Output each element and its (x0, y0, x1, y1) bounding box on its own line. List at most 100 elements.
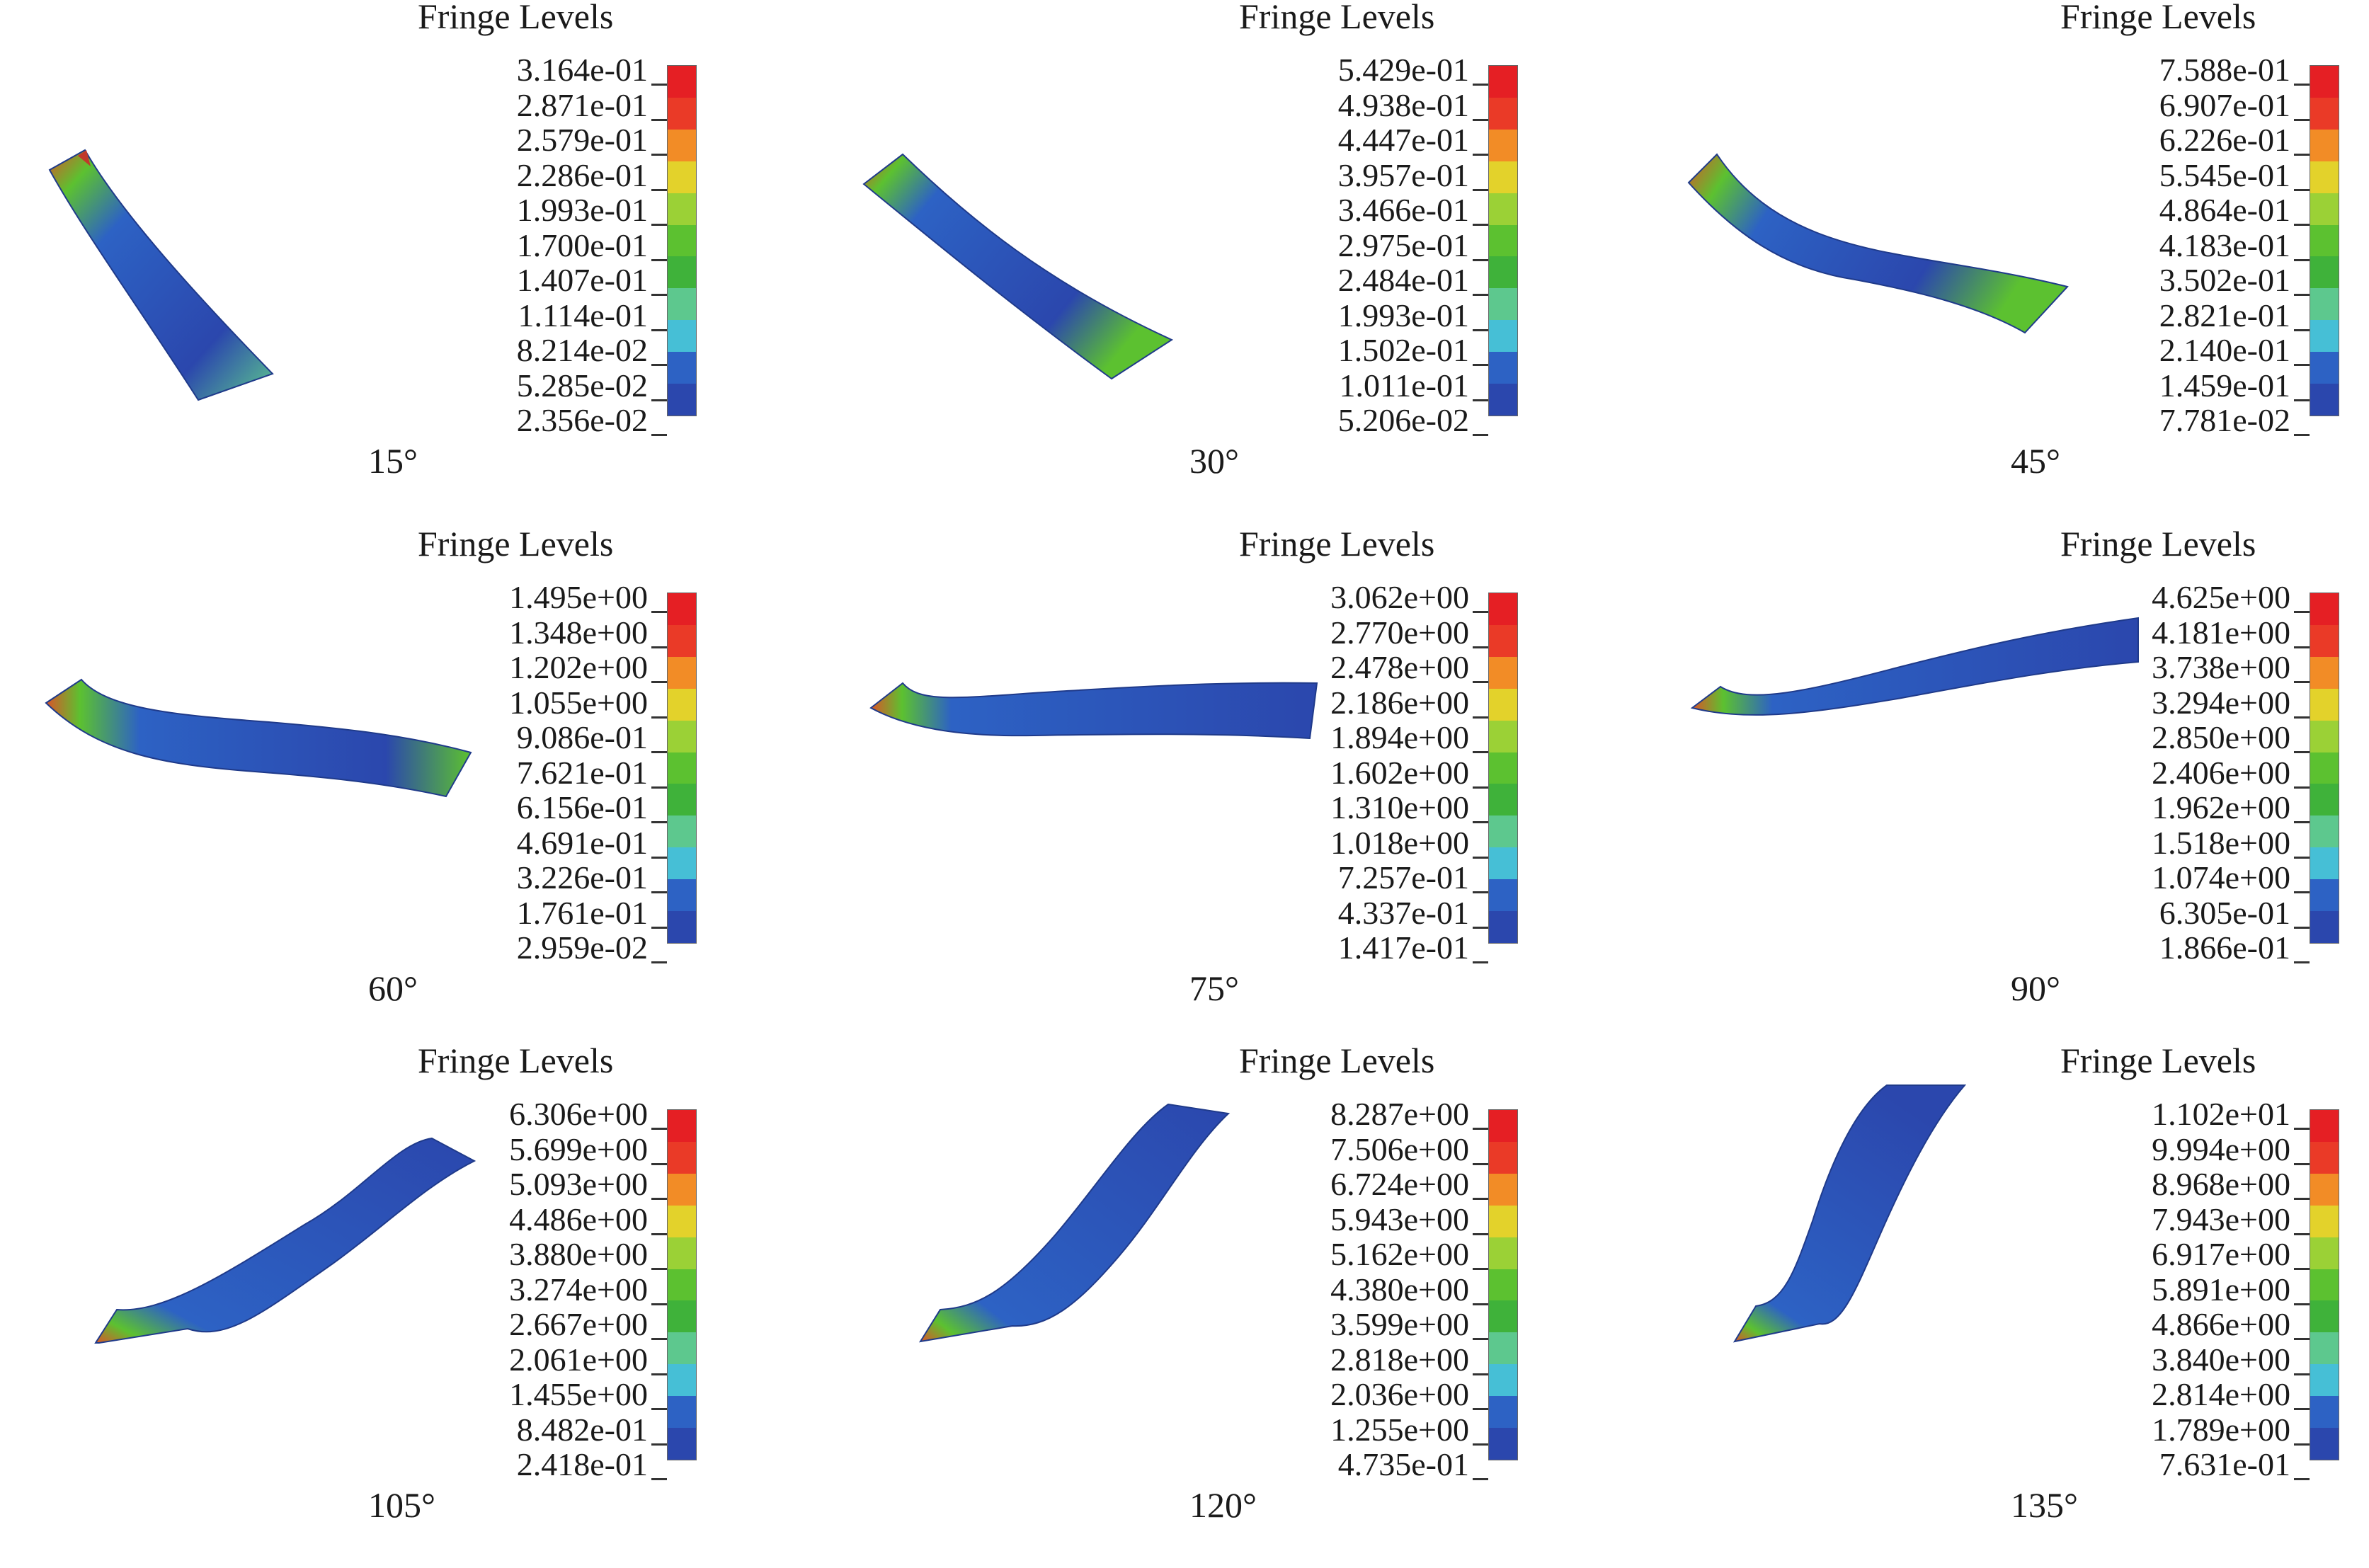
colorbar-swatch (668, 1269, 696, 1301)
level-value: 8.968e+00 (2152, 1166, 2290, 1202)
colorbar-swatch (668, 752, 696, 784)
colorbar-swatch (1489, 1173, 1517, 1206)
level-tick (651, 84, 667, 86)
level-tick (1473, 434, 1488, 436)
colorbar-swatch (1489, 1110, 1517, 1143)
level-value: 1.055e+00 (509, 684, 648, 721)
level-value: 4.486e+00 (509, 1201, 648, 1237)
colorbar-swatch (668, 1237, 696, 1270)
colorbar-swatch (2310, 1396, 2339, 1429)
level-value: 5.891e+00 (2152, 1271, 2290, 1307)
colorbar-swatch (668, 720, 696, 753)
colorbar-swatch (1489, 688, 1517, 721)
panel-30: Fringe Levels 5.429e-01 4.938e-01 4.447e-0… (821, 0, 1611, 524)
colorbar-swatch (1489, 320, 1517, 353)
level-value: 1.602e+00 (1330, 754, 1469, 791)
angle-label: 120° (1189, 1485, 1257, 1525)
level-value: 2.406e+00 (2152, 754, 2290, 791)
level-tick (1473, 1443, 1488, 1446)
angle-label: 75° (1189, 968, 1239, 1008)
level-tick (651, 786, 667, 789)
level-value: 2.061e+00 (509, 1341, 648, 1378)
colorbar-swatch (2310, 752, 2339, 784)
level-tick (2294, 786, 2310, 789)
level-tick (1473, 961, 1488, 963)
level-tick (2294, 118, 2310, 121)
colorbar-swatch (1489, 1269, 1517, 1301)
colorbar-swatch (2310, 720, 2339, 753)
level-tick (651, 154, 667, 156)
colorbar-swatch (668, 224, 696, 257)
colorbar-swatch (1489, 1396, 1517, 1429)
level-value: 3.957e-01 (1337, 156, 1469, 193)
level-tick (2294, 646, 2310, 648)
level-value: 3.294e+00 (2152, 684, 2290, 721)
colorbar-swatch (668, 1396, 696, 1429)
level-tick (1473, 1478, 1488, 1480)
level-value: 1.502e-01 (1337, 332, 1469, 368)
fringe-levels-title: Fringe Levels (1239, 524, 1435, 563)
colorbar-swatch (2310, 1173, 2339, 1206)
level-tick (651, 1373, 667, 1375)
level-tick (2294, 716, 2310, 719)
deformed-strip-105 (94, 1137, 476, 1344)
level-tick (2294, 611, 2310, 613)
panel-60: Fringe Levels 1.495e+00 1.348e+00 1.202e+0… (0, 524, 789, 1051)
colorbar-swatch (2310, 224, 2339, 257)
level-tick (1473, 294, 1488, 296)
level-value: 4.183e-01 (2159, 227, 2290, 263)
fringe-levels-title: Fringe Levels (418, 0, 614, 36)
colorbar-swatch (668, 911, 696, 944)
fringe-levels-title: Fringe Levels (2060, 1041, 2256, 1080)
level-value: 2.356e-02 (516, 402, 648, 438)
colorbar-swatch (2310, 1428, 2339, 1460)
fringe-levels-title: Fringe Levels (2060, 524, 2256, 563)
colorbar-swatch (668, 1110, 696, 1143)
colorbar-swatch (668, 656, 696, 689)
level-value: 1.102e+01 (2152, 1096, 2290, 1132)
level-value: 4.864e-01 (2159, 192, 2290, 228)
colorbar-swatch (1489, 1428, 1517, 1460)
colorbar (667, 593, 697, 944)
level-labels: 5.429e-01 4.938e-01 4.447e-01 3.957e-01 3.46… (1285, 54, 1469, 437)
level-tick (651, 1478, 667, 1480)
level-tick (2294, 891, 2310, 893)
level-value: 8.287e+00 (1330, 1096, 1469, 1132)
colorbar-swatch (668, 1173, 696, 1206)
colorbar-swatch (1489, 1237, 1517, 1270)
level-value: 4.337e-01 (1337, 894, 1469, 931)
colorbar-swatch (1489, 66, 1517, 98)
level-tick (651, 646, 667, 648)
colorbar-swatch (668, 1332, 696, 1365)
level-tick (651, 1198, 667, 1200)
level-value: 5.162e+00 (1330, 1236, 1469, 1272)
level-tick (2294, 961, 2310, 963)
level-tick (2294, 926, 2310, 929)
level-value: 5.285e-02 (516, 367, 648, 404)
colorbar-swatch (1489, 256, 1517, 289)
level-value: 2.821e-01 (2159, 297, 2290, 333)
level-labels: 3.164e-01 2.871e-01 2.579e-01 2.286e-01 1.99… (464, 54, 648, 437)
colorbar-swatch (2310, 784, 2339, 816)
level-value: 2.975e-01 (1337, 227, 1469, 263)
colorbar-swatch (2310, 1110, 2339, 1143)
colorbar-swatch (668, 352, 696, 384)
level-tick (1473, 364, 1488, 366)
colorbar-swatch (668, 193, 696, 226)
level-value: 4.735e-01 (1337, 1446, 1469, 1482)
level-value: 7.631e-01 (2159, 1446, 2290, 1482)
level-tick (1473, 154, 1488, 156)
level-tick (1473, 646, 1488, 648)
level-tick (651, 681, 667, 683)
panel-75: Fringe Levels 3.062e+00 2.770e+00 2.478e+0… (821, 524, 1611, 1051)
level-tick (1473, 1128, 1488, 1130)
level-value: 1.459e-01 (2159, 367, 2290, 404)
colorbar-swatch (2310, 352, 2339, 384)
level-value: 1.455e+00 (509, 1376, 648, 1412)
level-value: 3.226e-01 (516, 859, 648, 895)
colorbar-swatch (2310, 1205, 2339, 1238)
colorbar-swatch (2310, 320, 2339, 353)
level-value: 3.502e-01 (2159, 262, 2290, 298)
level-labels: 8.287e+00 7.506e+00 6.724e+00 5.943e+00 5.16… (1285, 1096, 1469, 1481)
colorbar-swatch (668, 1300, 696, 1333)
